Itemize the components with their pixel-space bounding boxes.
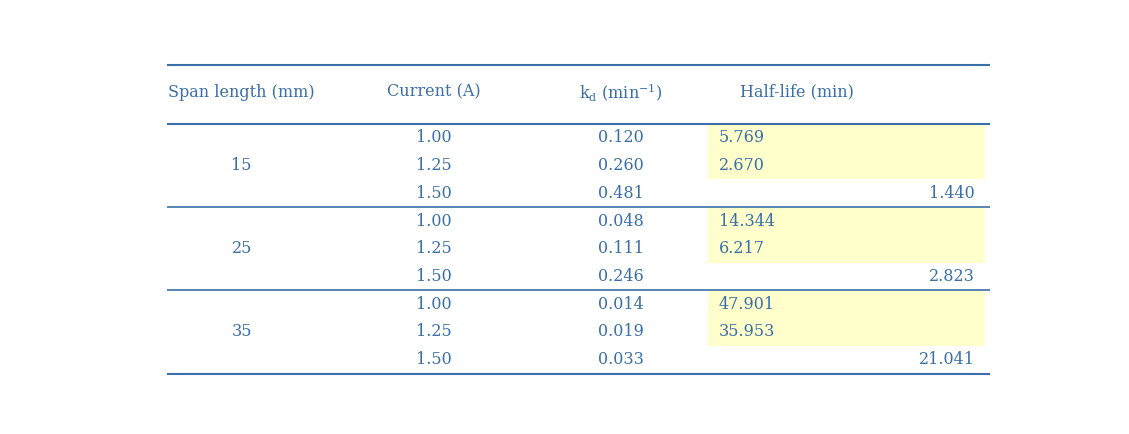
Text: 0.033: 0.033 (597, 351, 644, 368)
Text: 1.50: 1.50 (417, 185, 452, 202)
Text: 1.25: 1.25 (417, 323, 452, 340)
Text: 14.344: 14.344 (719, 213, 774, 230)
Text: 6.217: 6.217 (719, 240, 764, 257)
Text: 15: 15 (231, 157, 252, 174)
Text: 0.481: 0.481 (597, 185, 644, 202)
Text: $\mathregular{k_d}$ $\mathregular{(min^{-1})}$: $\mathregular{k_d}$ $\mathregular{(min^{… (579, 81, 663, 103)
Text: Span length (mm): Span length (mm) (168, 84, 315, 101)
Text: 1.00: 1.00 (417, 129, 452, 146)
Text: 1.25: 1.25 (417, 240, 452, 257)
Bar (708, 124, 986, 151)
Text: 0.019: 0.019 (597, 323, 644, 340)
Text: Half-life (min): Half-life (min) (741, 84, 855, 101)
Text: 2.823: 2.823 (929, 268, 975, 285)
Text: 1.00: 1.00 (417, 213, 452, 230)
Text: 21.041: 21.041 (919, 351, 975, 368)
Text: 2.670: 2.670 (719, 157, 764, 174)
Text: 35.953: 35.953 (719, 323, 774, 340)
Bar (708, 207, 986, 235)
Text: 1.50: 1.50 (417, 268, 452, 285)
Text: 0.246: 0.246 (597, 268, 644, 285)
Text: 25: 25 (231, 240, 252, 257)
Text: 0.014: 0.014 (597, 296, 644, 313)
Text: 0.111: 0.111 (597, 240, 644, 257)
Bar (708, 235, 986, 263)
Text: 1.25: 1.25 (417, 157, 452, 174)
Text: 1.00: 1.00 (417, 296, 452, 313)
Text: 1.50: 1.50 (417, 351, 452, 368)
Text: 47.901: 47.901 (719, 296, 774, 313)
Text: 0.120: 0.120 (597, 129, 644, 146)
Bar (708, 318, 986, 346)
Bar (708, 290, 986, 318)
Bar (708, 151, 986, 179)
Text: 0.260: 0.260 (597, 157, 644, 174)
Text: 0.048: 0.048 (597, 213, 644, 230)
Text: 5.769: 5.769 (719, 129, 764, 146)
Text: Current (A): Current (A) (387, 84, 481, 101)
Text: 35: 35 (231, 323, 252, 340)
Text: 1.440: 1.440 (929, 185, 975, 202)
